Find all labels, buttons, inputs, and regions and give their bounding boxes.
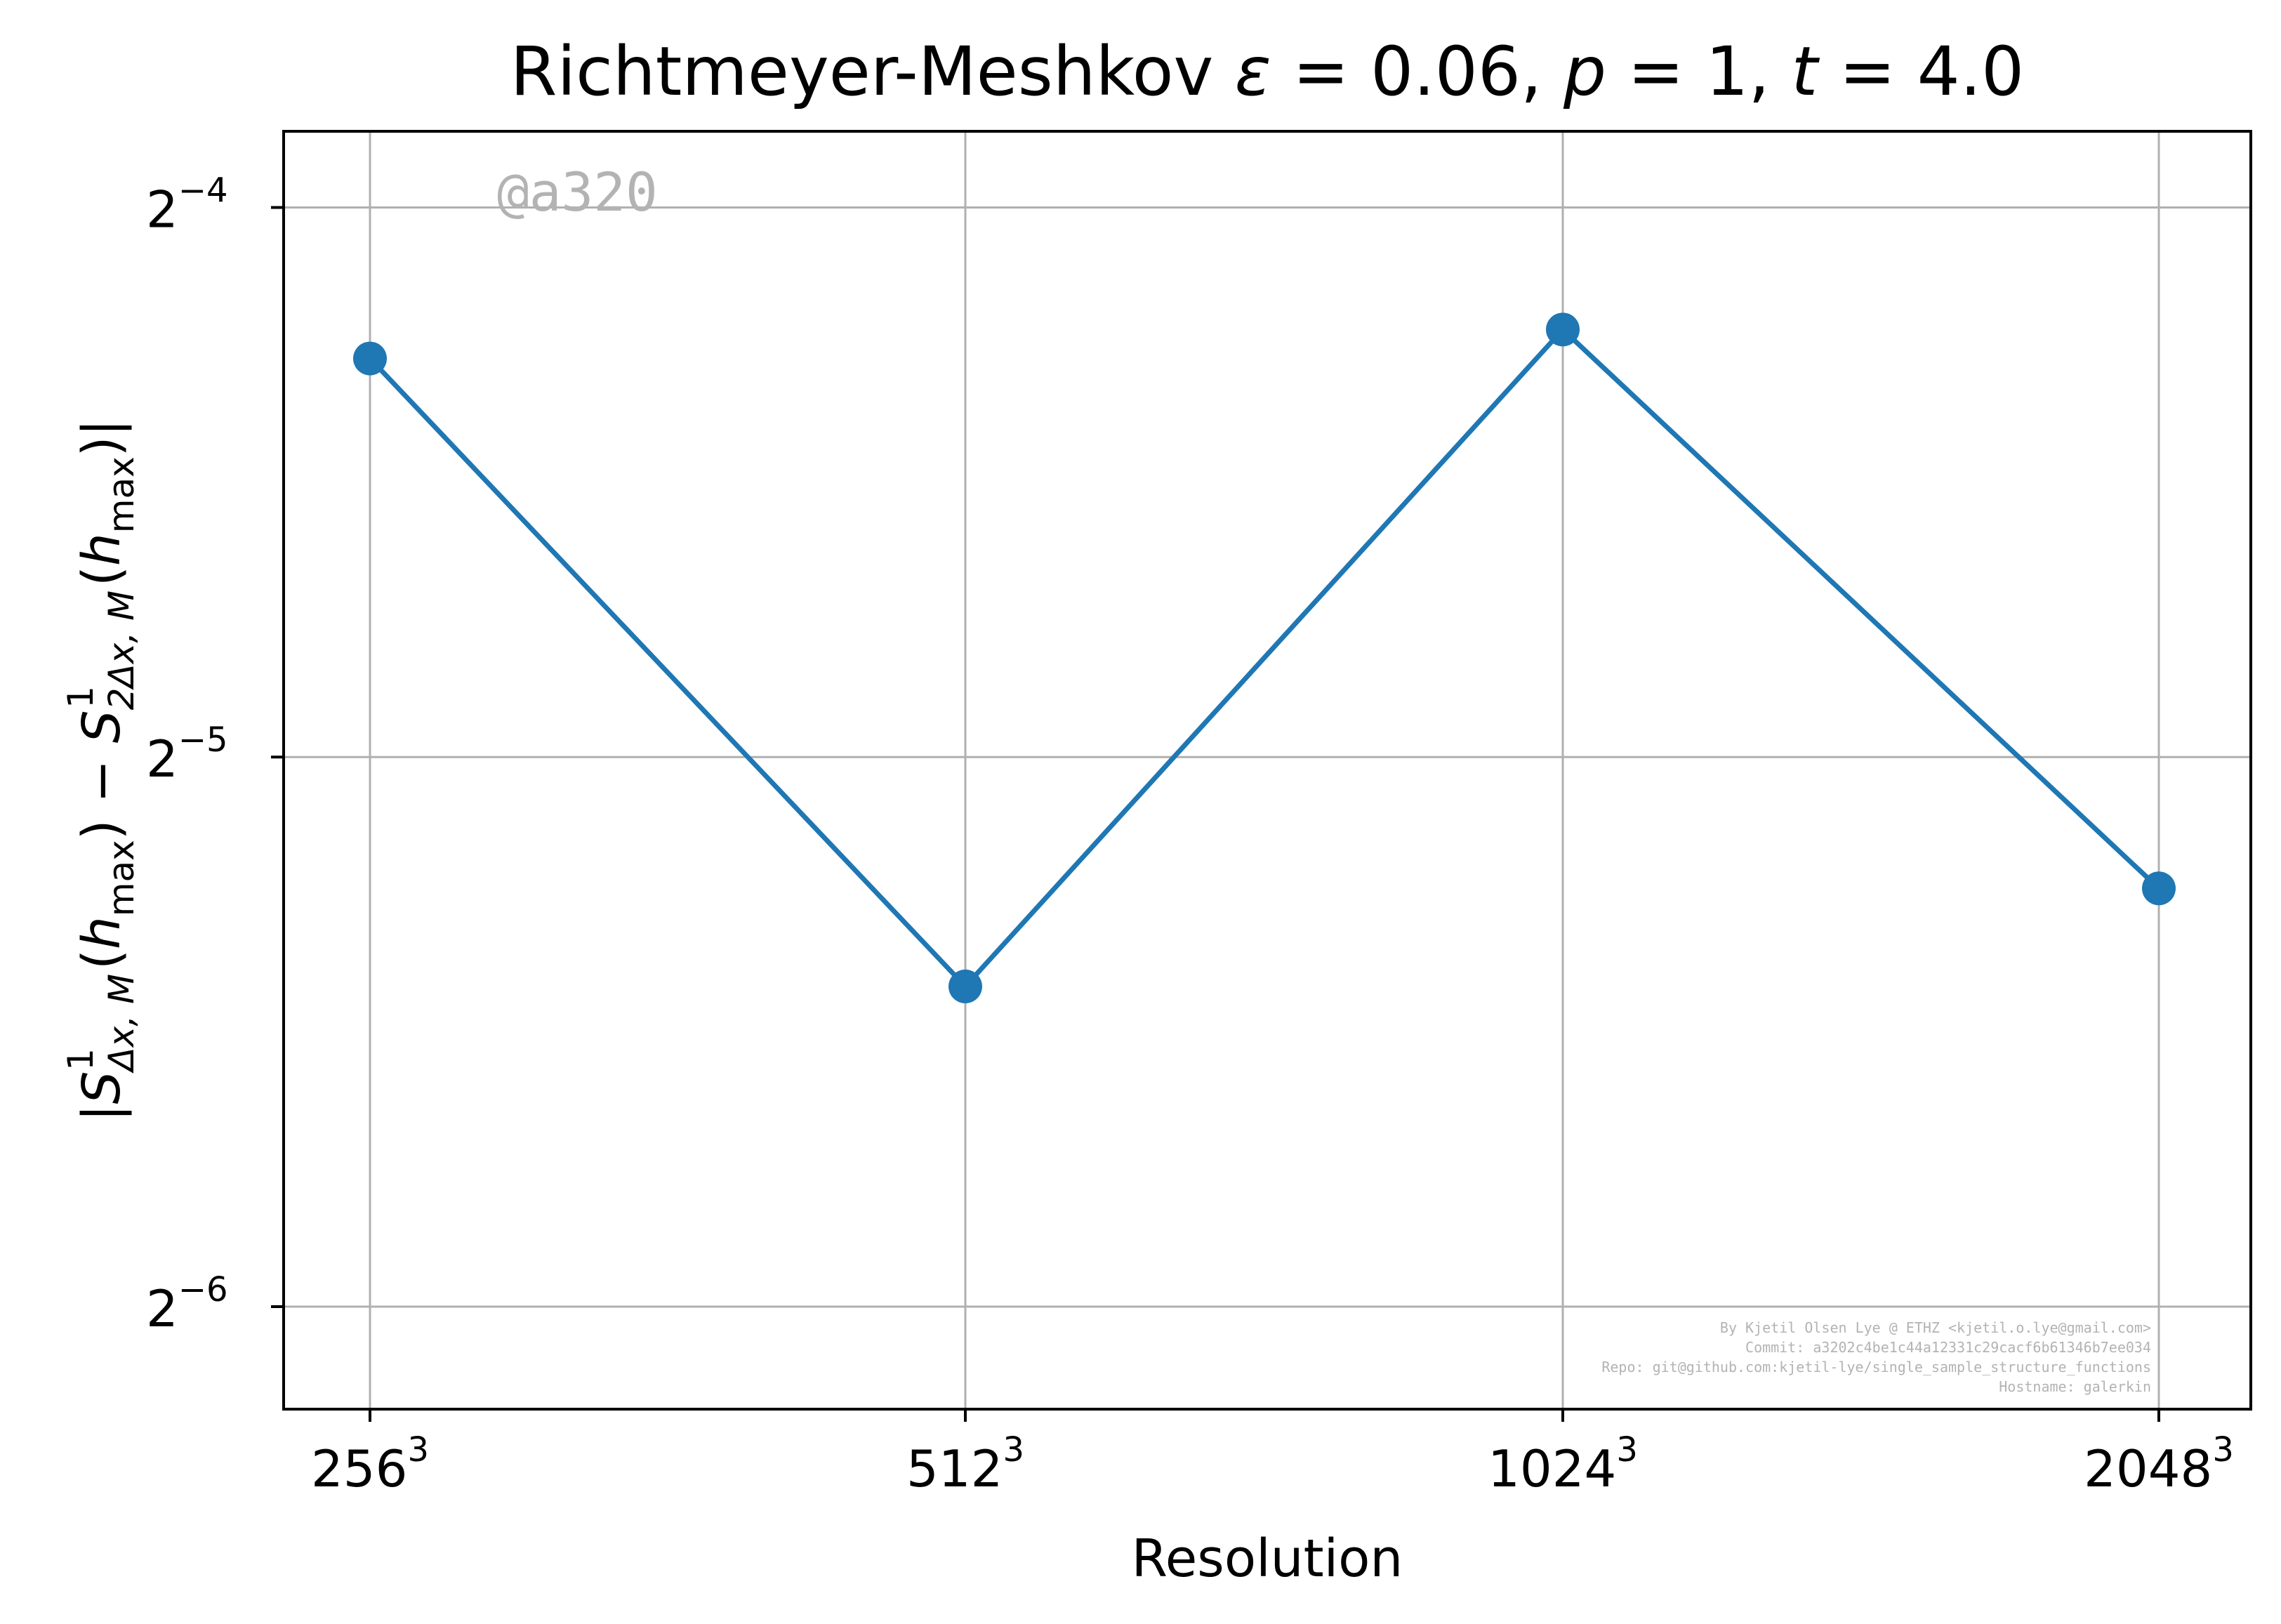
plot-frame	[282, 130, 2252, 1411]
data-point	[1546, 312, 1580, 347]
data-point	[2142, 871, 2176, 906]
metadata-line: Hostname: galerkin	[1999, 1378, 2151, 1395]
watermark-text: @a320	[497, 161, 658, 223]
y-tick-label: 2−6	[146, 1270, 228, 1338]
x-axis-label: Resolution	[1132, 1529, 1403, 1589]
y-axis-label: |SΔx, M1(hmax) − S2Δx, M1(hmax)|	[60, 419, 142, 1122]
grid-lines	[284, 131, 2251, 1409]
series-layer	[353, 312, 2176, 1003]
metadata-line: Commit: a3202c4be1c44a12331c29cacf6b6134…	[1745, 1339, 2151, 1356]
y-tick-label: 2−4	[146, 171, 228, 239]
x-tick-label: 5123	[906, 1430, 1024, 1498]
axis-ticks: 2563 5123 10243 20483 2−4 2−5 2−6	[146, 171, 2234, 1498]
metadata-line: Repo: git@github.com:kjetil-lye/single_s…	[1601, 1359, 2151, 1375]
series-line	[368, 326, 2161, 989]
metadata-block: By Kjetil Olsen Lye @ ETHZ <kjetil.o.lye…	[1601, 1319, 2151, 1395]
metadata-line: By Kjetil Olsen Lye @ ETHZ <kjetil.o.lye…	[1720, 1319, 2151, 1336]
x-tick-label: 2563	[311, 1430, 429, 1498]
x-tick-label: 10243	[1488, 1430, 1638, 1498]
chart-title: Richtmeyer-Meshkov ε = 0.06, p = 1, t = …	[510, 32, 2024, 111]
data-point	[948, 969, 982, 1003]
x-tick-label: 20483	[2084, 1430, 2234, 1498]
y-tick-label: 2−5	[146, 720, 228, 788]
data-point	[353, 341, 387, 376]
